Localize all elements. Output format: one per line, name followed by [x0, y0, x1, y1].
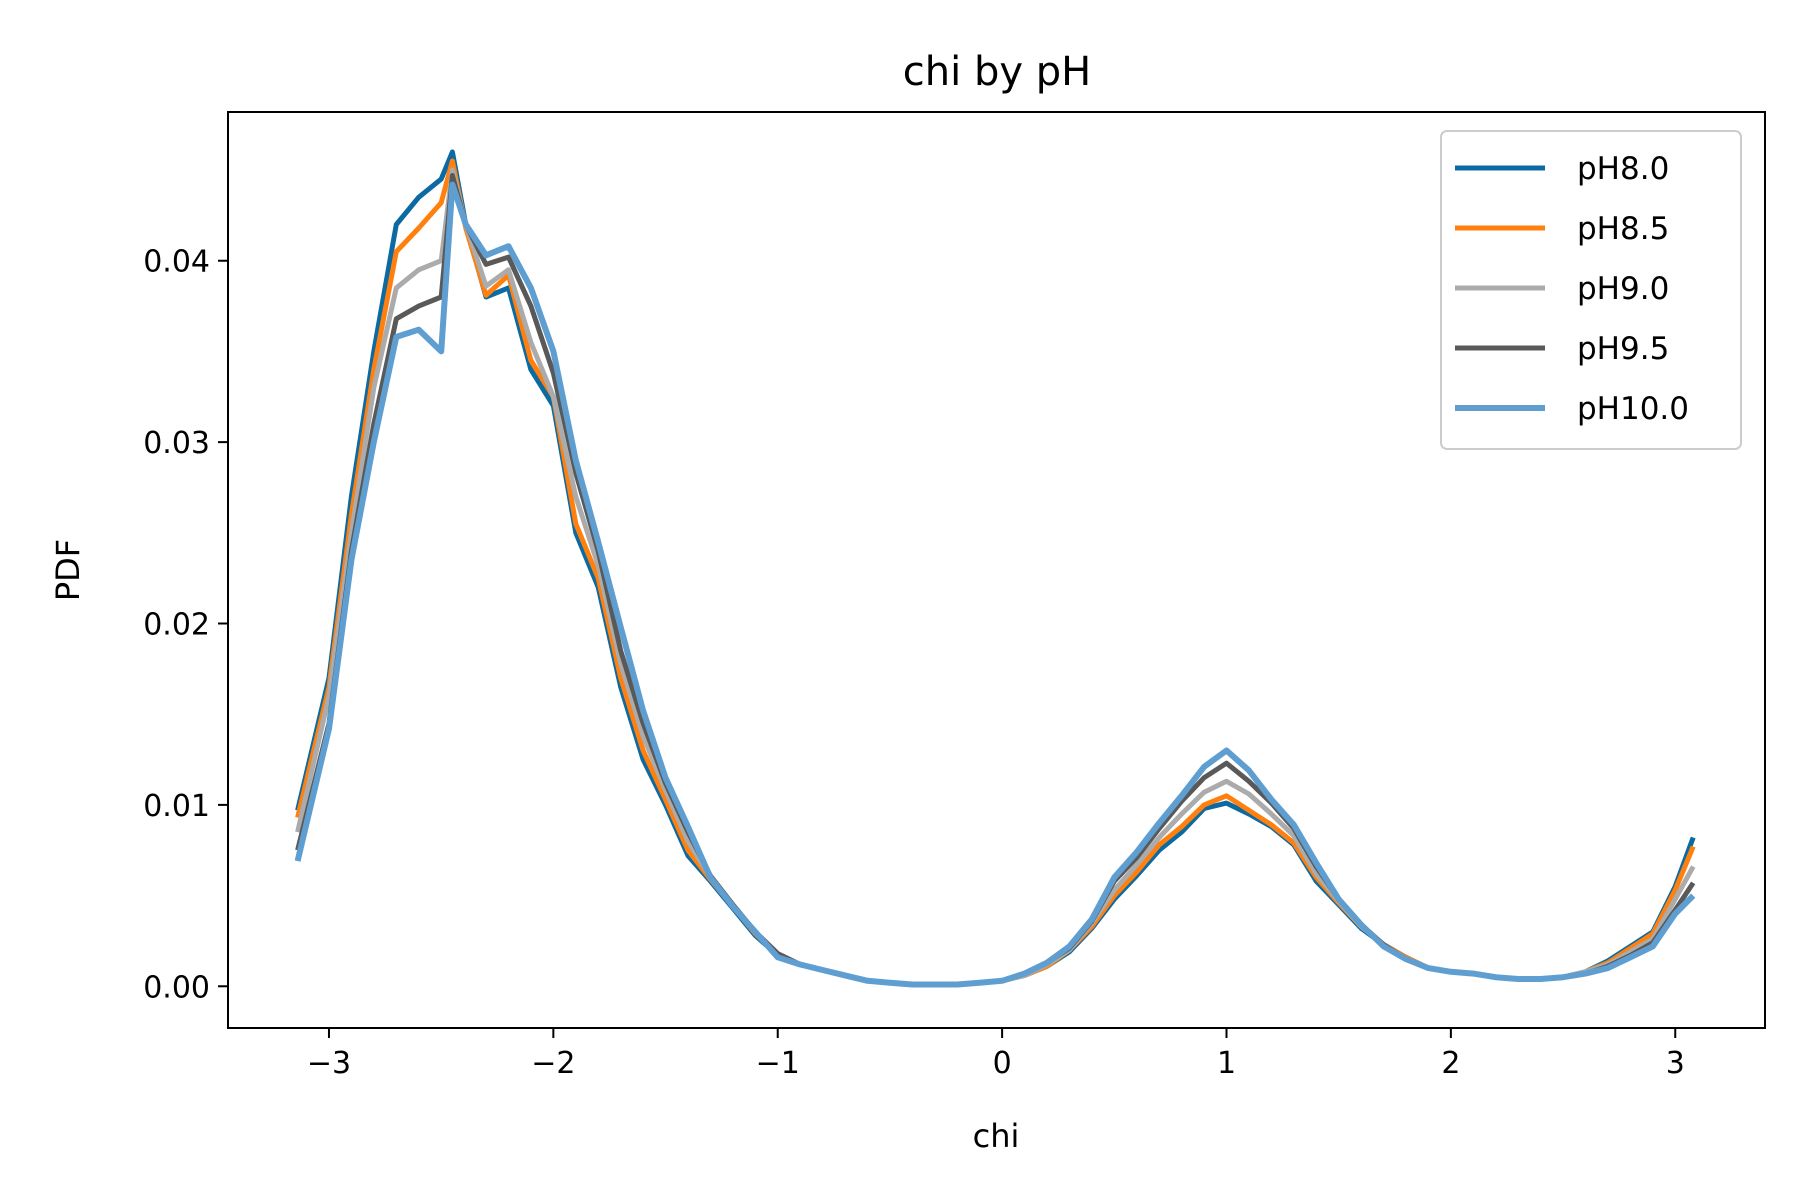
legend-label: pH10.0 [1577, 391, 1689, 427]
series-line-ph10-0 [294, 181, 1696, 988]
x-axis: −3 −2 −1 0 1 2 3 [307, 1028, 1685, 1081]
y-axis-label: PDF [49, 539, 87, 601]
y-tick-label: 0.03 [143, 426, 210, 461]
x-tick-label: −1 [756, 1046, 800, 1081]
series-layer [294, 149, 1696, 988]
legend-box [1440, 130, 1742, 450]
legend-label: pH9.5 [1577, 331, 1669, 367]
legend-label: pH8.5 [1577, 211, 1669, 247]
x-tick-label: −3 [307, 1046, 351, 1081]
y-axis: 0.00 0.01 0.02 0.03 0.04 [143, 245, 228, 1005]
legend-label: pH8.0 [1577, 151, 1669, 187]
y-tick-label: 0.04 [143, 245, 210, 280]
plot-frame [227, 111, 1766, 1029]
x-tick-label: 2 [1441, 1046, 1460, 1081]
x-tick-label: 1 [1217, 1046, 1236, 1081]
x-tick-label: 0 [993, 1046, 1012, 1081]
legend: pH8.0 pH8.5 pH9.0 pH9.5 pH10.0 [1440, 130, 1742, 450]
y-tick-label: 0.01 [143, 789, 210, 824]
legend-label: pH9.0 [1577, 271, 1669, 307]
y-tick-label: 0.00 [143, 970, 210, 1005]
x-axis-label: chi [973, 1117, 1020, 1155]
chart-title: chi by pH [903, 49, 1091, 95]
x-tick-label: −2 [531, 1046, 575, 1081]
x-tick-label: 3 [1666, 1046, 1685, 1081]
y-tick-label: 0.02 [143, 608, 210, 643]
